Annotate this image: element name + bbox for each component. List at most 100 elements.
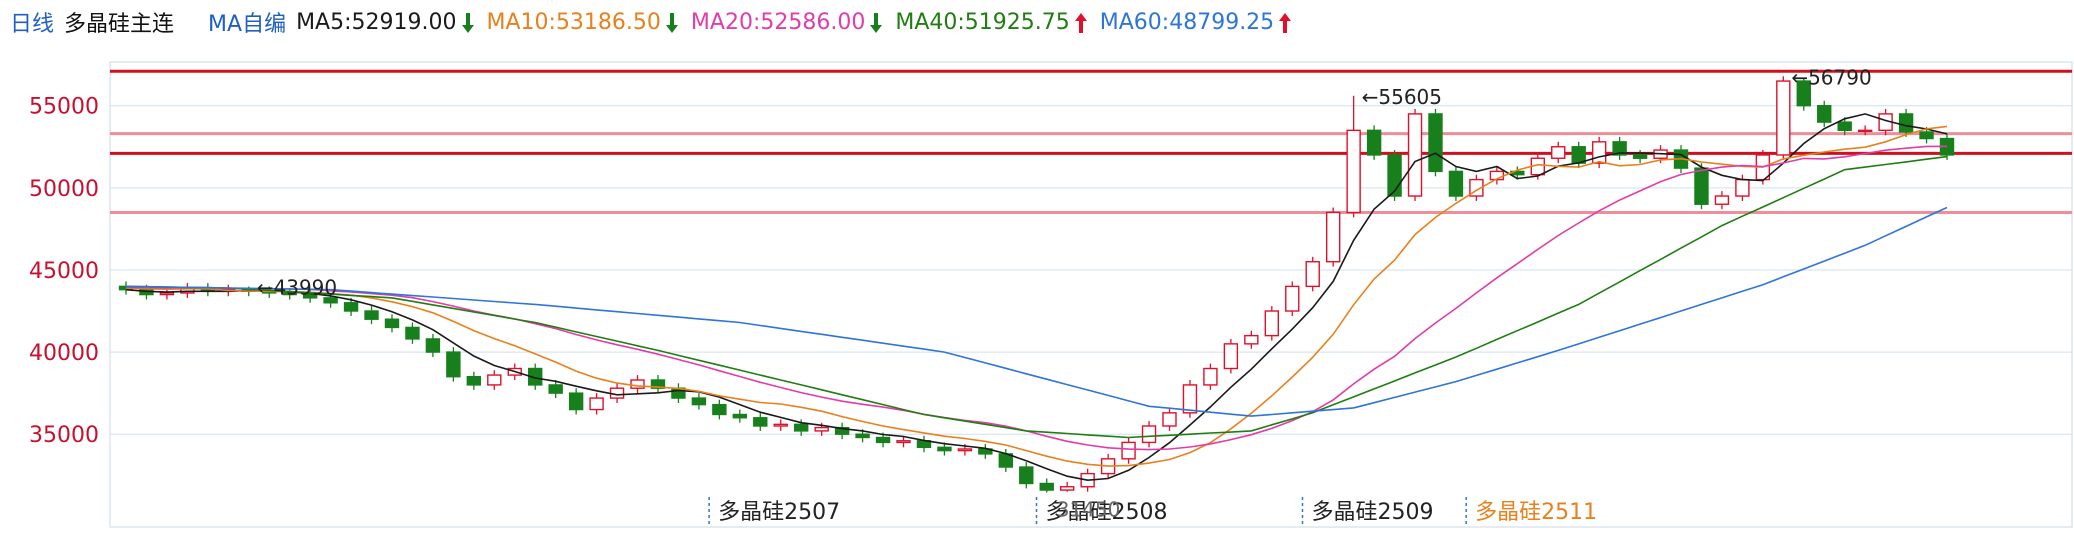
candle-body: [1714, 195, 1730, 205]
plot-frame: [109, 61, 2073, 528]
candle-body: [1612, 141, 1627, 156]
candle-body: [1694, 167, 1709, 205]
candle-body: [1182, 384, 1198, 414]
ma-legend: MA5:52919.00 MA10:53186.50 MA20:52586.00 MA…: [296, 10, 1304, 35]
candle-body: [589, 397, 604, 411]
candle-body: [1162, 412, 1177, 427]
high-annotation: ←55605: [1362, 85, 1442, 109]
candle-body: [405, 326, 420, 340]
candle-body: [1407, 113, 1423, 197]
header: 日线 多晶硅主连 MA自编 MA5:52919.00 MA10:53186.50 M…: [0, 0, 2074, 44]
candle-body: [875, 436, 891, 444]
contract-label: 多晶硅2509: [1311, 500, 1433, 525]
high-annotation: ←43990: [257, 276, 337, 300]
candle-body: [834, 426, 850, 435]
ma-label: MA10:53186.50: [486, 9, 661, 35]
contract-label: 多晶硅2511: [1475, 500, 1597, 525]
candle-body: [1632, 154, 1648, 159]
candle-body: [1898, 113, 1914, 133]
y-tick-label: 55000: [29, 95, 99, 120]
y-tick-label: 40000: [29, 341, 99, 366]
candle-body: [630, 379, 645, 389]
candle-body: [1857, 129, 1873, 133]
indicator: MA自编: [208, 12, 287, 37]
candle-body: [753, 417, 768, 427]
candle-body: [1776, 80, 1791, 156]
candle-body: [1244, 334, 1259, 345]
contract-label: 多晶硅2507: [718, 500, 840, 525]
candle-body: [896, 440, 911, 444]
candle-body: [1305, 261, 1320, 288]
candle-body: [691, 397, 707, 406]
candle-body: [446, 351, 461, 378]
symbol: 多晶硅主连: [64, 12, 175, 37]
trend-arrow: [461, 12, 474, 33]
candle-body: [384, 318, 400, 329]
candle-body: [650, 379, 666, 389]
candle-body: [1325, 211, 1341, 263]
candle-body: [1223, 343, 1239, 370]
candle-body: [1448, 170, 1464, 197]
trend-arrow: [870, 12, 883, 33]
candle-body: [323, 297, 338, 304]
candle-body: [1019, 466, 1034, 485]
trend-arrow-shape: [461, 12, 474, 33]
ma-line: [125, 206, 1948, 417]
candle-body: [343, 302, 359, 312]
candle-body: [1141, 425, 1157, 444]
trend-arrow: [665, 12, 678, 33]
candle-body: [1591, 141, 1607, 164]
candle-body: [364, 310, 379, 320]
candle-body: [1346, 129, 1361, 214]
trend-arrow-shape: [665, 12, 678, 33]
low-annotation: 31450: [1057, 498, 1121, 522]
candle-body: [1264, 310, 1279, 337]
candle-body: [1796, 80, 1811, 107]
candle-body: [732, 413, 748, 419]
candle-body: [794, 423, 809, 432]
candle-body: [1121, 441, 1136, 460]
ma-line: [125, 125, 1948, 467]
candle-body: [1285, 285, 1300, 312]
ma-label: MA60:48799.25: [1099, 9, 1275, 35]
candle-body: [937, 446, 952, 452]
candle-body: [957, 448, 973, 452]
contract-label: 多晶硅2508: [1046, 500, 1168, 525]
candle-body: [425, 338, 441, 353]
candle-body: [1039, 482, 1054, 491]
candle-body: [487, 374, 502, 386]
ma-label: MA40:51925.75: [895, 9, 1070, 35]
y-tick-label: 50000: [29, 177, 99, 202]
trend-arrow: [1074, 12, 1087, 33]
y-tick-label: 45000: [29, 259, 99, 284]
ma-line: [125, 145, 1948, 451]
ma-line: [125, 155, 1948, 439]
candle-body: [1571, 146, 1586, 164]
candle-body: [282, 292, 297, 296]
high-annotation: ←56790: [1791, 65, 1871, 89]
trend-arrow-shape: [1279, 12, 1292, 33]
ma-label: MA5:52919.00: [296, 9, 457, 35]
candle-body: [1428, 113, 1443, 173]
y-tick-label: 35000: [29, 423, 99, 448]
candle-body: [1735, 178, 1750, 197]
period: 日线: [10, 12, 55, 37]
candle-body: [855, 433, 870, 439]
candle-body: [1837, 121, 1852, 132]
candle-body: [1366, 129, 1382, 156]
candle-body: [1059, 486, 1075, 491]
candle-body: [466, 376, 482, 386]
candle-body: [1203, 367, 1218, 386]
candle-body: [548, 384, 563, 394]
candle-body: [1919, 131, 1934, 140]
trend-arrow-shape: [1074, 12, 1087, 33]
candle-body: [773, 423, 788, 427]
trend-arrow-shape: [870, 12, 883, 33]
ma-label: MA20:52586.00: [690, 9, 866, 35]
trend-arrow: [1279, 12, 1292, 33]
candle-body: [159, 292, 175, 296]
candle-body: [814, 426, 829, 432]
candle-body: [302, 293, 318, 299]
